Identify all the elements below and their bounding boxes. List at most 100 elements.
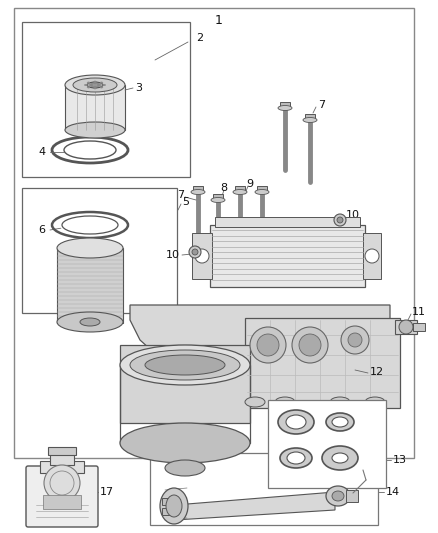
Bar	[165, 440, 205, 468]
Bar	[346, 490, 358, 502]
Ellipse shape	[332, 491, 344, 501]
Ellipse shape	[145, 355, 225, 375]
Text: 2: 2	[196, 33, 203, 43]
Text: 1: 1	[215, 14, 223, 27]
Ellipse shape	[195, 249, 209, 263]
Ellipse shape	[57, 312, 123, 332]
Ellipse shape	[233, 190, 247, 195]
Ellipse shape	[348, 333, 362, 347]
Text: 10: 10	[166, 250, 180, 260]
Ellipse shape	[165, 460, 205, 476]
Ellipse shape	[275, 397, 295, 407]
Bar	[305, 114, 315, 120]
Ellipse shape	[87, 82, 90, 84]
Ellipse shape	[245, 397, 265, 407]
Bar	[280, 102, 290, 108]
Ellipse shape	[330, 397, 350, 407]
Ellipse shape	[93, 86, 96, 87]
Ellipse shape	[57, 238, 123, 258]
Text: 13: 13	[393, 455, 407, 465]
Bar	[22, 188, 177, 313]
Ellipse shape	[337, 217, 343, 223]
Text: 3: 3	[135, 83, 142, 93]
Ellipse shape	[89, 84, 92, 86]
Ellipse shape	[280, 448, 312, 468]
Bar	[210, 225, 365, 287]
Ellipse shape	[255, 190, 269, 195]
Ellipse shape	[189, 246, 201, 258]
Bar	[57, 248, 123, 323]
Ellipse shape	[130, 350, 240, 380]
Ellipse shape	[120, 345, 250, 385]
Ellipse shape	[93, 83, 96, 84]
Bar	[150, 453, 378, 525]
Bar	[235, 186, 245, 192]
Text: 5: 5	[182, 197, 189, 207]
Bar	[48, 447, 76, 455]
Ellipse shape	[334, 214, 346, 226]
Ellipse shape	[91, 83, 94, 85]
Ellipse shape	[160, 488, 188, 524]
Bar	[215, 217, 360, 227]
Polygon shape	[175, 492, 335, 520]
Text: 7: 7	[318, 100, 325, 110]
Bar	[14, 8, 414, 458]
Ellipse shape	[100, 82, 103, 84]
Ellipse shape	[303, 117, 317, 123]
Ellipse shape	[326, 413, 354, 431]
Ellipse shape	[65, 75, 125, 95]
Ellipse shape	[332, 453, 348, 463]
FancyBboxPatch shape	[26, 466, 98, 527]
Ellipse shape	[87, 82, 103, 88]
Ellipse shape	[322, 446, 358, 470]
Ellipse shape	[332, 417, 348, 427]
Ellipse shape	[286, 415, 306, 429]
Bar	[162, 498, 172, 505]
Ellipse shape	[326, 486, 350, 506]
Ellipse shape	[80, 318, 100, 326]
Bar	[395, 320, 417, 334]
Text: 6: 6	[38, 225, 45, 235]
Ellipse shape	[192, 249, 198, 255]
Ellipse shape	[257, 334, 279, 356]
Ellipse shape	[64, 141, 116, 159]
Ellipse shape	[96, 83, 99, 85]
Ellipse shape	[365, 397, 385, 407]
Bar	[245, 318, 400, 408]
Bar	[363, 233, 381, 279]
Ellipse shape	[85, 84, 88, 86]
Bar	[65, 85, 125, 130]
Text: 16: 16	[168, 457, 182, 467]
Ellipse shape	[100, 86, 103, 88]
Ellipse shape	[73, 78, 117, 92]
Bar	[22, 22, 190, 177]
Text: 14: 14	[386, 487, 400, 497]
Bar	[50, 453, 74, 465]
Ellipse shape	[120, 423, 250, 463]
Bar	[40, 461, 84, 473]
Text: 17: 17	[100, 487, 114, 497]
Bar	[43, 495, 81, 509]
Bar	[192, 233, 212, 279]
Ellipse shape	[87, 86, 90, 88]
Ellipse shape	[65, 122, 125, 138]
Bar	[193, 186, 203, 192]
Ellipse shape	[211, 198, 225, 203]
Bar	[120, 345, 250, 423]
Text: 10: 10	[346, 210, 360, 220]
Ellipse shape	[93, 81, 96, 83]
Ellipse shape	[287, 452, 305, 464]
Ellipse shape	[166, 495, 182, 517]
Ellipse shape	[399, 320, 413, 334]
Ellipse shape	[365, 249, 379, 263]
Text: 12: 12	[370, 367, 384, 377]
Text: 8: 8	[220, 183, 227, 193]
Polygon shape	[130, 305, 390, 370]
Text: 15: 15	[317, 455, 331, 465]
Text: 4: 4	[38, 147, 45, 157]
Ellipse shape	[299, 334, 321, 356]
Ellipse shape	[278, 410, 314, 434]
Ellipse shape	[62, 216, 118, 234]
Ellipse shape	[191, 190, 205, 195]
Ellipse shape	[250, 327, 286, 363]
